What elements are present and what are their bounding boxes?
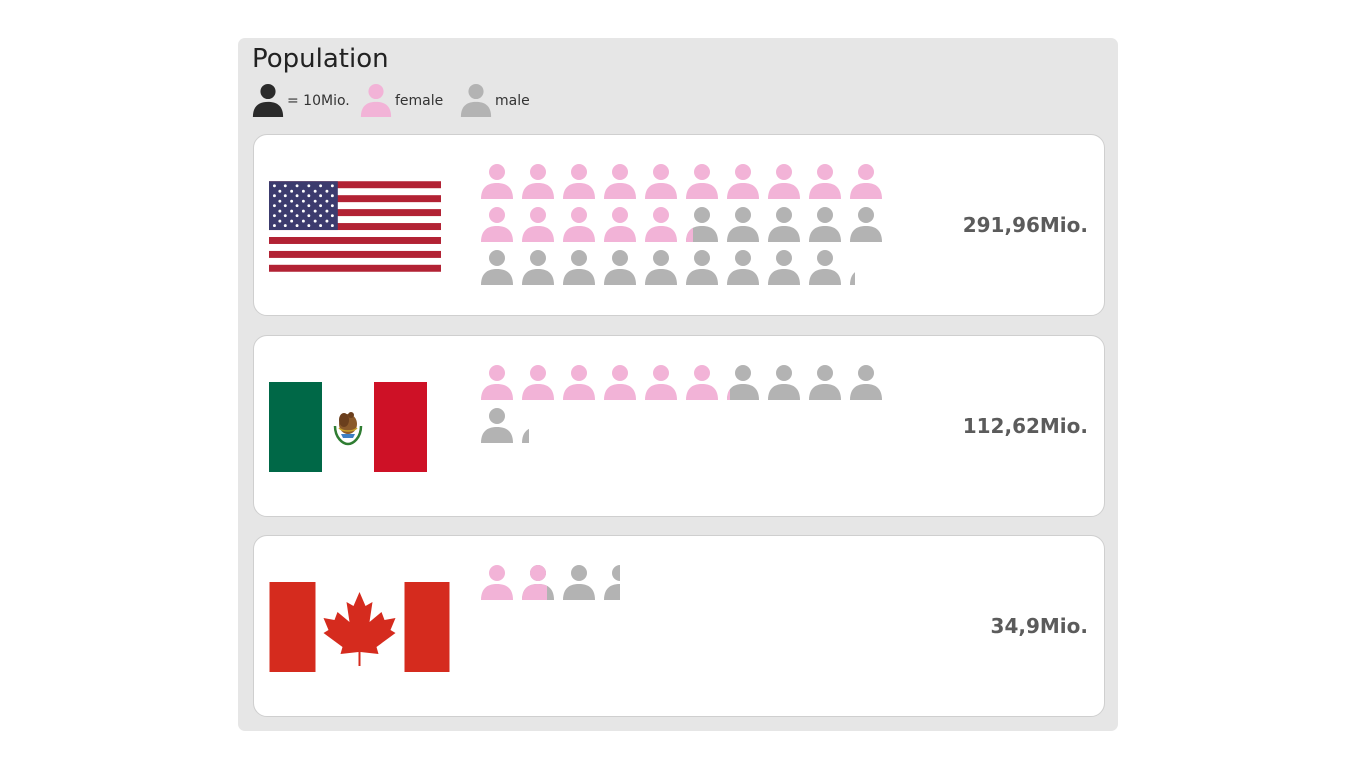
legend-male-label: male (495, 93, 530, 109)
person-icon (725, 364, 761, 400)
maple-leaf-icon (323, 592, 396, 666)
population-total-value: 34,9Mio. (990, 614, 1088, 638)
legend-unit-item: = 10Mio. (251, 82, 350, 123)
legend-male-item: male (459, 82, 530, 123)
person-icon (848, 206, 884, 242)
person-icon (602, 249, 638, 285)
person-icon (479, 163, 515, 199)
person-icon (848, 364, 884, 400)
person-icon (725, 163, 761, 199)
country-card-canada: 34,9Mio. (253, 535, 1105, 717)
person-icon (725, 249, 761, 285)
population-total-value: 112,62Mio. (962, 414, 1088, 438)
country-card-usa: 291,96Mio. (253, 134, 1105, 316)
person-icon (602, 163, 638, 199)
person-icon (520, 163, 556, 199)
legend-female-item: female (359, 82, 443, 123)
person-icon (561, 249, 597, 285)
person-icon (520, 364, 556, 400)
person-icon (848, 163, 884, 199)
person-icon (766, 364, 802, 400)
person-icon (479, 249, 515, 285)
person-icon (561, 364, 597, 400)
person-icon (643, 249, 679, 285)
person-icon (725, 206, 761, 242)
person-icon (602, 564, 620, 600)
legend-female-label: female (395, 93, 444, 109)
person-icon (520, 249, 556, 285)
population-total-value: 291,96Mio. (962, 213, 1088, 237)
person-icon (684, 163, 720, 199)
population-panel: Population = 10Mio. female male (238, 38, 1118, 731)
mexico-flag-icon (269, 382, 427, 472)
person-icon (479, 407, 515, 443)
person-icon (602, 206, 638, 242)
person-icon (807, 206, 843, 242)
person-icon (602, 364, 638, 400)
person-icon (643, 206, 679, 242)
person-icon (520, 564, 556, 600)
person-icon (643, 163, 679, 199)
chart-title: Population (252, 44, 389, 74)
person-female-icon (360, 83, 392, 117)
person-icon (561, 206, 597, 242)
person-icon (643, 364, 679, 400)
person-icon (479, 206, 515, 242)
person-icon (807, 163, 843, 199)
person-icon (807, 249, 843, 285)
person-icon (561, 564, 597, 600)
person-icon (766, 249, 802, 285)
person-icon (520, 407, 530, 443)
person-icon (766, 206, 802, 242)
person-icon (684, 206, 720, 242)
person-male-icon (460, 83, 492, 117)
country-card-mexico: 112,62Mio. (253, 335, 1105, 517)
person-unit-icon (252, 83, 284, 117)
person-icon (479, 364, 515, 400)
person-icon (520, 206, 556, 242)
person-icon (561, 163, 597, 199)
person-icon (766, 163, 802, 199)
person-icon (848, 249, 856, 285)
canada-flag-icon (269, 582, 450, 672)
person-icon (807, 364, 843, 400)
us-flag-icon (269, 181, 441, 272)
legend-unit-label: = 10Mio. (287, 93, 350, 109)
mexico-coat-of-arms-icon (333, 412, 363, 446)
person-icon (684, 249, 720, 285)
person-icon (479, 564, 515, 600)
person-icon (684, 364, 720, 400)
